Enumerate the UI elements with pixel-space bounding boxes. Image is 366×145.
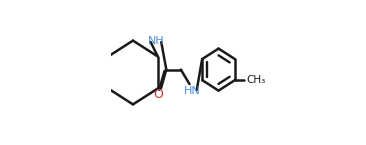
Text: O: O bbox=[153, 88, 163, 101]
Text: HN: HN bbox=[184, 86, 201, 96]
Text: CH₃: CH₃ bbox=[247, 75, 266, 85]
Text: NH: NH bbox=[148, 36, 165, 46]
